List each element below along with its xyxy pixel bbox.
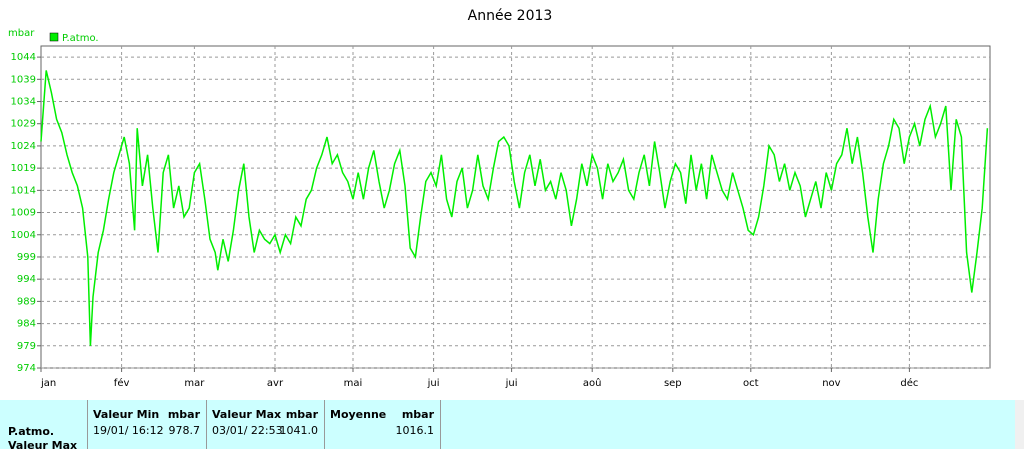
stat-value: 1041.0 bbox=[279, 424, 319, 437]
x-tick-label: jui bbox=[505, 378, 518, 389]
stat-value: 1016.1 bbox=[395, 424, 435, 437]
stat-cell: Moyenne mbar 1016.1 bbox=[325, 400, 441, 449]
col-header: Moyenne bbox=[330, 408, 387, 421]
y-tick-label: 1019 bbox=[11, 163, 36, 174]
y-tick-label: 1044 bbox=[11, 52, 36, 63]
col-unit: mbar bbox=[167, 408, 200, 421]
y-tick-label: 1009 bbox=[11, 208, 36, 219]
y-tick-label: 1029 bbox=[11, 119, 36, 130]
row-label: Valeur Max bbox=[8, 439, 78, 449]
y-tick-label: 979 bbox=[17, 341, 36, 352]
col-header: Valeur Min bbox=[93, 408, 160, 421]
x-tick-label: sep bbox=[664, 378, 682, 389]
x-tick-label: déc bbox=[900, 377, 918, 389]
x-tick-label: mai bbox=[344, 378, 363, 389]
stat-cell: Valeur Max mbar 03/01/ 22:53 1041.0 bbox=[207, 400, 325, 449]
legend-swatch bbox=[49, 32, 59, 42]
x-tick-label: aoû bbox=[583, 377, 602, 389]
stat-value: 978.7 bbox=[168, 424, 201, 437]
series-line bbox=[40, 70, 989, 346]
stat-date: 19/01/ 16:12 bbox=[93, 424, 164, 437]
y-tick-label: 1024 bbox=[11, 141, 36, 152]
x-tick-label: nov bbox=[822, 378, 840, 389]
y-tick-label: 1039 bbox=[11, 74, 36, 85]
stats-panel: P.atmo. Valeur Max Valeur Min mbar 19/01… bbox=[0, 400, 1015, 449]
chart: Année 2013 mbar 974 979 984 989 994 999 1004 10… bbox=[0, 0, 1024, 400]
x-tick-label: oct bbox=[743, 378, 759, 389]
col-unit: mbar bbox=[285, 408, 318, 421]
y-tick-label: 984 bbox=[17, 319, 36, 330]
y-tick-label: 974 bbox=[17, 363, 36, 374]
legend-label: P.atmo. bbox=[62, 33, 99, 44]
x-tick-label: mar bbox=[184, 378, 205, 389]
col-unit: mbar bbox=[401, 408, 434, 421]
stat-date: 03/01/ 22:53 bbox=[212, 424, 283, 437]
y-tick-label: 1034 bbox=[11, 97, 36, 108]
x-tick-label: fév bbox=[114, 377, 130, 389]
y-tick-label: 989 bbox=[17, 296, 36, 307]
y-tick-label: 999 bbox=[17, 252, 36, 263]
y-tick-label: 1004 bbox=[11, 230, 36, 241]
y-tick-label: 994 bbox=[17, 274, 36, 285]
plot-frame bbox=[40, 45, 991, 369]
chart-title: Année 2013 bbox=[468, 8, 553, 24]
x-tick-label: jui bbox=[427, 378, 440, 389]
row-label: P.atmo. bbox=[8, 425, 55, 438]
x-tick-label: jan bbox=[40, 378, 56, 389]
stat-cell: Valeur Min mbar 19/01/ 16:12 978.7 bbox=[88, 400, 207, 449]
x-tick-label: avr bbox=[267, 378, 284, 389]
y-tick-label: 1014 bbox=[11, 185, 36, 196]
y-axis-label: mbar bbox=[8, 28, 35, 39]
col-header: Valeur Max bbox=[212, 408, 282, 421]
